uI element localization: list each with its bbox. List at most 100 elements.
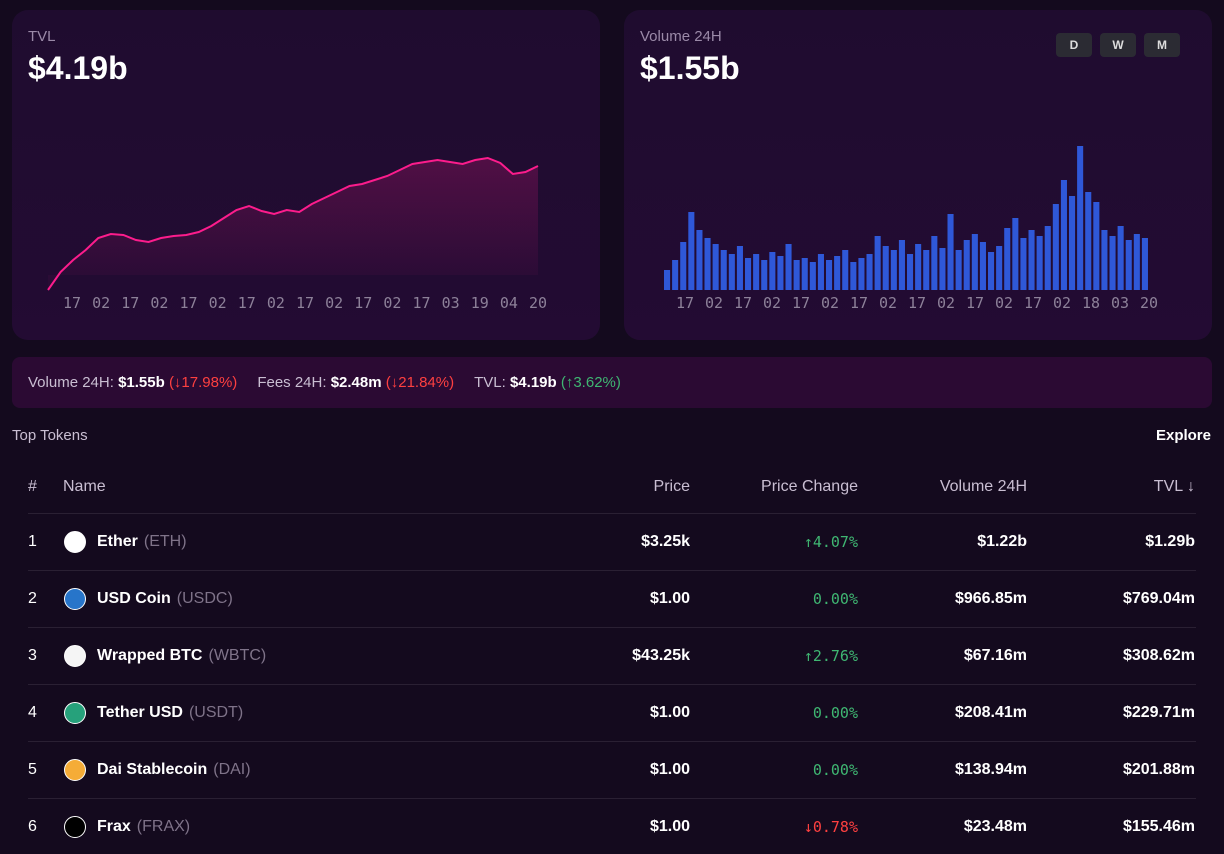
column-header[interactable]: Price Change	[761, 478, 858, 495]
x-tick-label: 02	[705, 294, 723, 312]
tvl-card: TVL $4.19b 17 02 17 02 17 02 17 02 17 02 17 02 17 03 1…	[12, 10, 600, 340]
stat-label: Volume 24H:	[28, 374, 114, 391]
x-tick-label: 17	[412, 294, 430, 312]
x-tick-label: 02	[763, 294, 781, 312]
bar	[988, 252, 995, 290]
stat: Volume 24H: $1.55b (↓17.98%)	[28, 374, 237, 391]
bar	[704, 238, 711, 290]
rank: 2	[28, 590, 37, 607]
bar	[1125, 240, 1132, 290]
token-name[interactable]: USD Coin (USDC)	[97, 590, 233, 608]
volume-card: Volume 24H $1.55b 17 02 17 02 17 02 17 02 17 02 17…	[624, 10, 1212, 340]
x-tick-label: 02	[267, 294, 285, 312]
token-name[interactable]: Wrapped BTC (WBTC)	[97, 647, 266, 665]
volume: $208.41m	[954, 704, 1027, 721]
column-header[interactable]: TVL ↓	[1153, 478, 1195, 495]
x-tick-label: 02	[209, 294, 227, 312]
bar	[1060, 180, 1067, 290]
x-tick-label: 02	[92, 294, 110, 312]
bar	[728, 254, 735, 290]
x-tick-label: 17	[850, 294, 868, 312]
price: $1.00	[649, 818, 690, 835]
price-change: 0.00%	[812, 590, 858, 608]
name: Frax	[97, 818, 131, 835]
bar	[1077, 146, 1084, 290]
x-tick-label: 17	[354, 294, 372, 312]
bar	[785, 244, 792, 290]
token-name[interactable]: Dai Stablecoin (DAI)	[97, 761, 251, 779]
stat: TVL: $4.19b (↑3.62%)	[474, 374, 621, 391]
x-tick-label: 03	[1111, 294, 1129, 312]
area	[48, 158, 538, 290]
bar	[1117, 226, 1124, 290]
bar	[1101, 230, 1108, 290]
x-tick-label: 03	[442, 294, 460, 312]
bar	[1085, 192, 1092, 290]
stat-change: (↓21.84%)	[385, 374, 455, 391]
token-icon	[64, 816, 86, 838]
x-tick-label: 17	[908, 294, 926, 312]
x-tick-label: 02	[383, 294, 401, 312]
x-tick-label: 17	[179, 294, 197, 312]
row-separator	[28, 513, 1196, 514]
explore-link[interactable]: Explore	[1155, 427, 1211, 444]
bar	[712, 244, 719, 290]
bar	[1069, 196, 1076, 290]
column-header[interactable]: Price	[653, 478, 690, 495]
token-name[interactable]: Ether (ETH)	[97, 533, 187, 551]
stat-label: Fees 24H:	[257, 374, 327, 391]
row-separator	[28, 798, 1196, 799]
stat: Fees 24H: $2.48m (↓21.84%)	[257, 374, 454, 391]
bar	[817, 254, 824, 290]
stat-value: $1.55b	[118, 374, 165, 391]
column-header[interactable]: Volume 24H	[939, 478, 1027, 495]
volume: $23.48m	[963, 818, 1027, 835]
name: Dai Stablecoin	[97, 761, 208, 778]
bar	[996, 246, 1003, 290]
x-tick-label: 17	[676, 294, 694, 312]
bar	[842, 250, 849, 290]
x-tick-label: 17	[238, 294, 256, 312]
bar	[753, 254, 760, 290]
x-tick-label: 17	[792, 294, 810, 312]
rank: 1	[28, 533, 37, 550]
bar	[1044, 226, 1051, 290]
x-tick-label: 02	[150, 294, 168, 312]
token-name[interactable]: Frax (FRAX)	[97, 818, 190, 836]
x-tick-label: 17	[1024, 294, 1042, 312]
token-name[interactable]: Tether USD (USDT)	[97, 704, 243, 722]
tvl: $769.04m	[1122, 590, 1195, 607]
bar	[1109, 236, 1116, 290]
bar	[1004, 228, 1011, 290]
period-button[interactable]: W	[1100, 33, 1136, 57]
bar	[745, 258, 752, 290]
x-tick-label: 02	[821, 294, 839, 312]
bar	[1028, 230, 1035, 290]
bar	[809, 262, 816, 290]
bar	[826, 260, 833, 290]
token-icon	[64, 702, 86, 724]
row-separator	[28, 684, 1196, 685]
x-tick-label: 20	[1140, 294, 1158, 312]
x-tick-label: 17	[63, 294, 81, 312]
period-button[interactable]: D	[1056, 33, 1092, 57]
x-tick-label: 19	[471, 294, 489, 312]
row-separator	[28, 627, 1196, 628]
price: $43.25k	[632, 647, 690, 664]
bar	[971, 234, 978, 290]
x-tick-label: 17	[966, 294, 984, 312]
x-tick-label: 17	[296, 294, 314, 312]
bar	[1052, 204, 1059, 290]
rank: 3	[28, 647, 37, 664]
bar	[947, 214, 954, 290]
price-change: ↑2.76%	[803, 647, 858, 665]
x-tick-label: 02	[1053, 294, 1071, 312]
period-button[interactable]: M	[1144, 33, 1180, 57]
name: Wrapped BTC	[97, 647, 203, 664]
volume: $138.94m	[954, 761, 1027, 778]
symbol: (USDC)	[176, 590, 233, 607]
bar	[1036, 236, 1043, 290]
bar	[1012, 218, 1019, 290]
column-header: #	[28, 478, 37, 495]
bar	[1133, 234, 1140, 290]
